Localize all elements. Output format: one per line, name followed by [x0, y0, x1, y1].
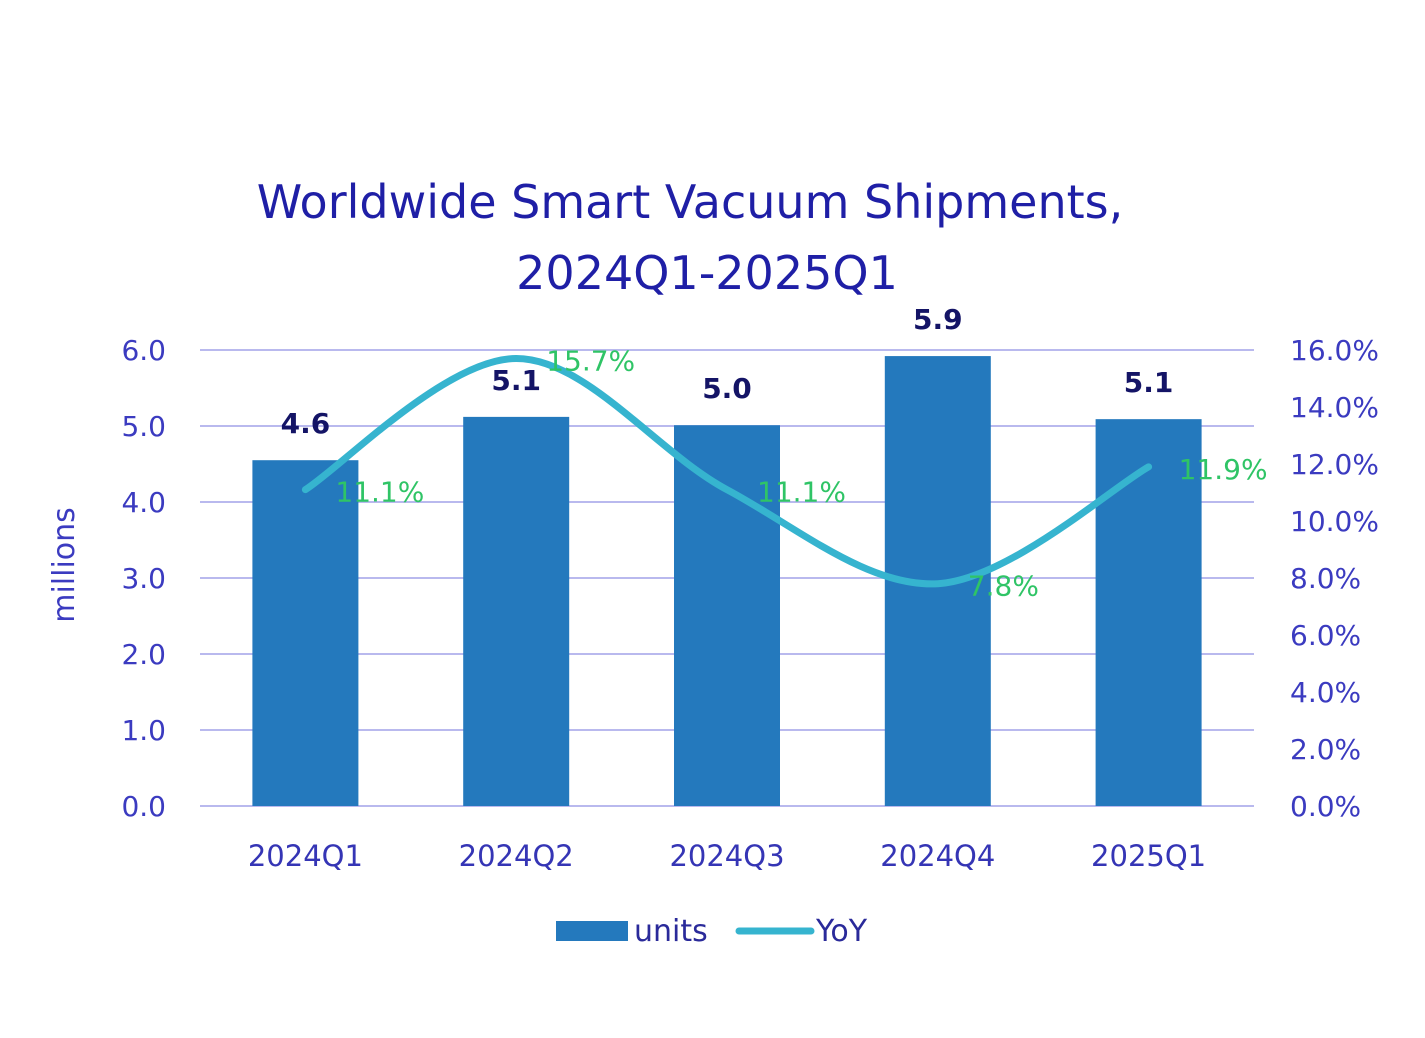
- right-tick-label: 2.0%: [1290, 733, 1361, 766]
- right-tick-label: 14.0%: [1290, 391, 1379, 424]
- left-tick-label: 0.0: [121, 790, 166, 823]
- left-tick-label: 6.0: [121, 334, 166, 367]
- bar-label-2024Q2: 5.1: [491, 364, 541, 397]
- x-tick-2025Q1: 2025Q1: [1091, 839, 1206, 873]
- bar-series-units: [252, 356, 1202, 806]
- right-tick-label: 16.0%: [1290, 334, 1379, 367]
- legend-yoy-label: YoY: [815, 914, 868, 949]
- chart-title-line-1: Worldwide Smart Vacuum Shipments,: [257, 175, 1123, 229]
- yoy-line: [301, 355, 1153, 588]
- left-tick-label: 2.0: [121, 638, 166, 671]
- right-axis-ticks: 0.0% 2.0% 4.0% 6.0% 8.0% 10.0% 12.0% 14.0% 16.0%: [1290, 334, 1379, 823]
- yoy-label-2024Q2: 15.7%: [546, 345, 635, 378]
- bar-label-2024Q4: 5.9: [913, 303, 963, 336]
- y-axis-label: millions: [47, 507, 82, 623]
- bar-label-2024Q1: 4.6: [281, 407, 331, 440]
- chart-title: Worldwide Smart Vacuum Shipments, 2024Q1…: [257, 175, 1123, 300]
- line-data-labels: 11.1% 15.7% 11.1% 7.8% 11.9%: [335, 345, 1267, 603]
- left-tick-label: 1.0: [121, 714, 166, 747]
- left-tick-label: 5.0: [121, 410, 166, 443]
- x-tick-2024Q3: 2024Q3: [669, 839, 784, 873]
- legend: units YoY: [556, 914, 868, 949]
- x-axis-ticks: 2024Q1 2024Q2 2024Q3 2024Q4 2025Q1: [248, 839, 1206, 873]
- x-tick-2024Q2: 2024Q2: [459, 839, 574, 873]
- left-tick-label: 4.0: [121, 486, 166, 519]
- yoy-label-2024Q4: 7.8%: [968, 570, 1039, 603]
- chart-title-line-2: 2024Q1-2025Q1: [516, 246, 898, 300]
- line-series-yoy: [301, 355, 1153, 588]
- bar-data-labels: 4.6 5.1 5.0 5.9 5.1: [281, 303, 1174, 440]
- yoy-label-2025Q1: 11.9%: [1179, 453, 1268, 486]
- right-tick-label: 12.0%: [1290, 448, 1379, 481]
- legend-units-swatch: [556, 921, 628, 941]
- bar-2025Q1: [1095, 419, 1202, 806]
- left-axis-ticks: 0.0 1.0 2.0 3.0 4.0 5.0 6.0: [121, 334, 166, 823]
- right-tick-label: 6.0%: [1290, 619, 1361, 652]
- bar-2024Q2: [463, 416, 570, 806]
- yoy-label-2024Q1: 11.1%: [335, 476, 424, 509]
- legend-units-label: units: [634, 914, 708, 949]
- x-tick-2024Q1: 2024Q1: [248, 839, 363, 873]
- left-tick-label: 3.0: [121, 562, 166, 595]
- bar-label-2024Q3: 5.0: [702, 372, 752, 405]
- right-tick-label: 0.0%: [1290, 790, 1361, 823]
- yoy-label-2024Q3: 11.1%: [757, 476, 846, 509]
- right-tick-label: 4.0%: [1290, 676, 1361, 709]
- x-tick-2024Q4: 2024Q4: [880, 839, 995, 873]
- right-tick-label: 8.0%: [1290, 562, 1361, 595]
- bar-2024Q1: [252, 460, 359, 806]
- bar-label-2025Q1: 5.1: [1124, 366, 1174, 399]
- right-tick-label: 10.0%: [1290, 505, 1379, 538]
